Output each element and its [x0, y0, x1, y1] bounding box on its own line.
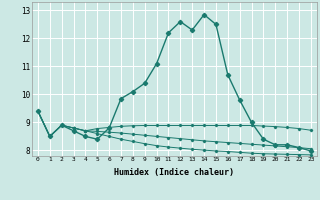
X-axis label: Humidex (Indice chaleur): Humidex (Indice chaleur) [115, 168, 234, 177]
